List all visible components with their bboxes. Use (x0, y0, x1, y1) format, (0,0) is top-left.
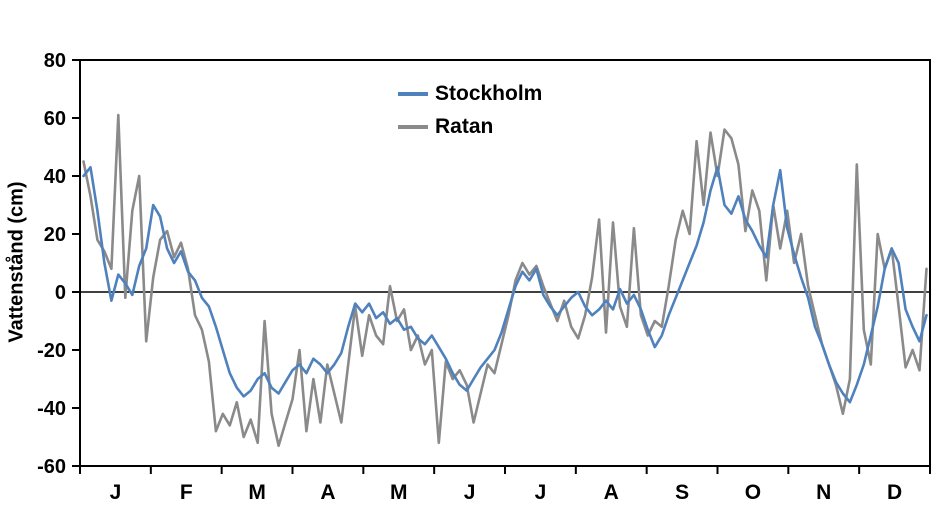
legend-label-ratan: Ratan (435, 115, 494, 138)
y-tick-label: 60 (44, 108, 66, 130)
y-tick-label: -40 (37, 398, 66, 420)
x-month-label: A (320, 481, 335, 504)
y-tick-label: 0 (55, 282, 66, 304)
stockholm-line (82, 166, 928, 404)
x-month-label: D (887, 481, 902, 504)
x-month-label: M (248, 481, 266, 504)
stockholm-line-swatch (398, 92, 428, 96)
legend: Stockholm Ratan (398, 82, 542, 139)
y-tick-label: 80 (44, 50, 66, 72)
x-month-label: O (745, 481, 761, 504)
x-month-label: S (675, 481, 689, 504)
ratan-line-swatch (398, 125, 428, 129)
y-tick-label: -60 (37, 456, 66, 478)
y-tick-label: 20 (44, 224, 66, 246)
y-tick-label: 40 (44, 166, 66, 188)
x-month-label: J (535, 481, 547, 504)
legend-item-ratan: Ratan (398, 115, 542, 139)
x-month-label: J (464, 481, 476, 504)
y-axis-title: Vattenstånd (cm) (5, 181, 28, 343)
x-month-label: A (604, 481, 619, 504)
ratan-line (82, 113, 928, 448)
x-month-label: N (816, 481, 831, 504)
x-month-label: F (180, 481, 193, 504)
y-tick-label: -20 (37, 340, 66, 362)
legend-label-stockholm: Stockholm (435, 82, 543, 105)
legend-item-stockholm: Stockholm (398, 82, 542, 106)
x-month-label: M (390, 481, 408, 504)
x-month-label: J (110, 481, 122, 504)
